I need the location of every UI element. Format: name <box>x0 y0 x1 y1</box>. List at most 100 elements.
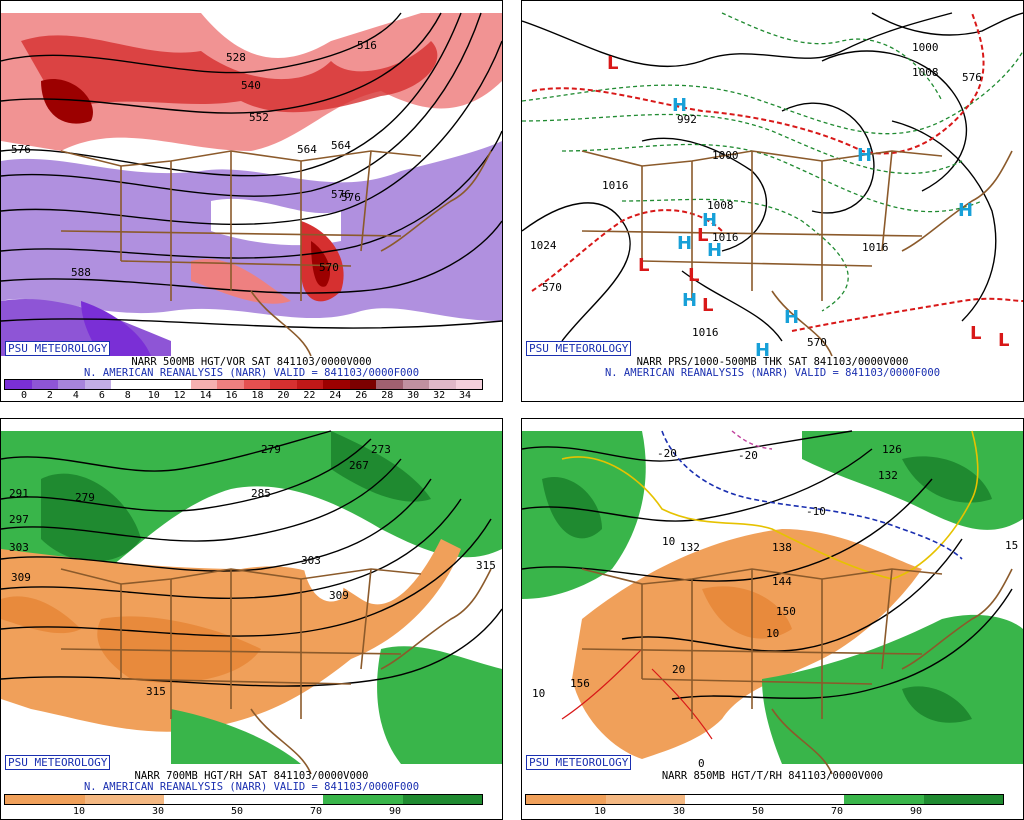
colorbar-swatch <box>376 380 403 389</box>
colorbar-swatch <box>5 795 85 804</box>
panel-850mb-temp-rh: -20 -20 -10 10 132 138 144 150 156 10 20 10 126 132 0 1… <box>521 418 1024 820</box>
contour-label: 15 <box>1005 539 1018 552</box>
contour-label: 10 <box>532 687 545 700</box>
colorbar-swatch <box>685 795 765 804</box>
colorbar-swatch <box>111 380 138 389</box>
high-marker: H <box>958 200 973 221</box>
contour-label: 0 <box>698 757 705 770</box>
high-marker: H <box>682 290 697 311</box>
colorbar-swatch <box>402 380 429 389</box>
contour-label: 552 <box>249 111 269 124</box>
vorticity-colorbar <box>4 379 483 390</box>
contour-label: 315 <box>476 559 496 572</box>
colorbar-swatch <box>296 380 323 389</box>
contour-label: 1016 <box>862 241 889 254</box>
rh-colorbar-ticks: 10 30 50 70 90 <box>525 806 1002 817</box>
panel-title: NARR 850MB HGT/T/RH 841103/0000V000 <box>661 770 884 782</box>
colorbar-swatch <box>217 380 244 389</box>
colorbar-tick-label: 50 <box>751 806 765 817</box>
contour-label: 279 <box>261 443 281 456</box>
colorbar-swatch <box>5 380 32 389</box>
contour-label: 564 <box>297 143 317 156</box>
colorbar-tick-label: 18 <box>251 390 264 401</box>
contour-label: 309 <box>329 589 349 602</box>
colorbar-tick-label: 34 <box>459 390 472 401</box>
contour-label: 570 <box>319 261 339 274</box>
map-850mb: -20 -20 -10 10 132 138 144 150 156 10 20 10 126 132 0 1… <box>522 430 1023 775</box>
colorbar-swatch <box>190 380 217 389</box>
colorbar-swatch <box>429 380 456 389</box>
colorbar-swatch <box>137 380 164 389</box>
high-marker: H <box>702 210 717 231</box>
colorbar-swatch <box>84 380 111 389</box>
low-marker: L <box>998 330 1009 351</box>
colorbar-swatch <box>402 795 482 804</box>
colorbar-swatch <box>243 380 270 389</box>
colorbar-tick-label: 50 <box>230 806 244 817</box>
low-marker: L <box>697 225 708 246</box>
contour-label: 285 <box>251 487 271 500</box>
panel-pressure-thickness: L H H H H H H L L L H L H H L L 1024 1016… <box>521 0 1024 402</box>
colorbar-tick-label: 6 <box>98 390 105 401</box>
contour-label: 1000 <box>712 149 739 162</box>
panel-700mb-rh: 279 279 285 291 297 303 309 303 309 315 315 273 267 … <box>0 418 503 820</box>
contour-label: -20 <box>738 449 758 462</box>
colorbar-swatch <box>923 795 1003 804</box>
colorbar-tick-label: 16 <box>225 390 238 401</box>
panel-title: NARR 700MB HGT/RH SAT 841103/0000V000 <box>134 770 369 782</box>
contour-label: 297 <box>9 513 29 526</box>
high-marker: H <box>784 307 799 328</box>
contour-label: 291 <box>9 487 29 500</box>
vorticity-colorbar-ticks: 0 2 4 6 8 10 12 14 16 18 20 22 24 26 28 30 32 34 <box>4 390 481 401</box>
colorbar-tick-label: 90 <box>909 806 923 817</box>
contour-label: 1024 <box>530 239 557 252</box>
contour-label: 309 <box>11 571 31 584</box>
source-badge: PSU METEOROLOGY <box>5 755 111 770</box>
colorbar-swatch <box>323 380 350 389</box>
contour-label: 588 <box>71 266 91 279</box>
contour-label: 570 <box>542 281 562 294</box>
contour-label: 132 <box>878 469 898 482</box>
colorbar-swatch <box>844 795 924 804</box>
colorbar-tick-label: 10 <box>72 806 86 817</box>
colorbar-tick-label: 28 <box>381 390 394 401</box>
source-badge: PSU METEOROLOGY <box>526 341 632 356</box>
map-pressure-thickness: L H H H H H H L L L H L H H L L 1024 1016… <box>522 12 1023 361</box>
contour-label: 564 <box>331 139 351 152</box>
contour-label: -20 <box>657 447 677 460</box>
colorbar-swatch <box>164 380 191 389</box>
colorbar-swatch <box>243 795 323 804</box>
low-marker: L <box>688 265 699 286</box>
contour-label: 1000 <box>912 41 939 54</box>
contour-label: 20 <box>672 663 685 676</box>
colorbar-tick-label: 30 <box>151 806 165 817</box>
contour-label: 576 <box>341 191 361 204</box>
colorbar-tick-label: 12 <box>173 390 186 401</box>
colorbar-tick-label: 20 <box>277 390 290 401</box>
colorbar-tick-label: 26 <box>355 390 368 401</box>
rh-colorbar <box>525 794 1004 805</box>
low-marker: L <box>702 295 713 316</box>
colorbar-tick-label: 2 <box>46 390 53 401</box>
colorbar-tick-label: 24 <box>329 390 342 401</box>
panel-subtitle: N. AMERICAN REANALYSIS (NARR) VALID = 84… <box>83 781 420 793</box>
contour-label: 540 <box>241 79 261 92</box>
panel-title: NARR PRS/1000-500MB THK SAT 841103/0000V… <box>636 356 909 368</box>
colorbar-swatch <box>31 380 58 389</box>
colorbar-swatch <box>455 380 482 389</box>
contour-label: 528 <box>226 51 246 64</box>
colorbar-swatch <box>58 380 85 389</box>
colorbar-swatch <box>84 795 164 804</box>
colorbar-tick-label: 4 <box>72 390 79 401</box>
high-marker: H <box>672 95 687 116</box>
contour-label: 303 <box>301 554 321 567</box>
colorbar-swatch <box>270 380 297 389</box>
contour-label: 1008 <box>912 66 939 79</box>
contour-label: 10 <box>766 627 779 640</box>
high-marker: H <box>707 240 722 261</box>
high-marker: H <box>677 233 692 254</box>
contour-label: 303 <box>9 541 29 554</box>
colorbar-swatch <box>164 795 244 804</box>
rh-colorbar-ticks: 10 30 50 70 90 <box>4 806 481 817</box>
panel-title: NARR 500MB HGT/VOR SAT 841103/0000V000 <box>131 356 372 368</box>
